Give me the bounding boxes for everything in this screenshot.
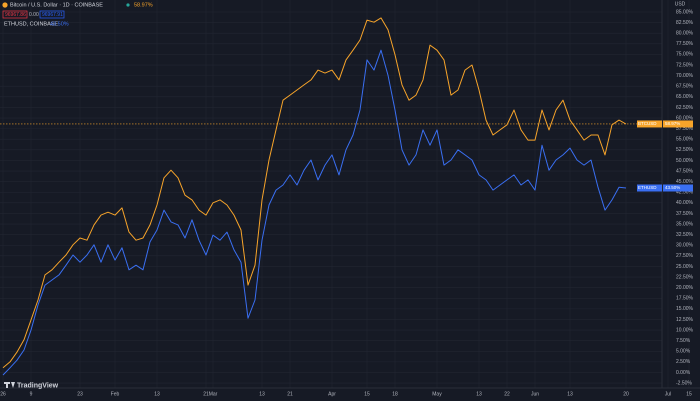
y-tick-label: 82.50%: [676, 20, 694, 26]
y-tick-label: 67.50%: [676, 84, 694, 90]
y-tick-label: 72.50%: [676, 62, 694, 68]
y-tick-label: -2.50%: [676, 380, 692, 386]
x-tick-label: May: [432, 391, 442, 397]
grid: [0, 0, 690, 388]
y-tick-label: 35.00%: [676, 221, 694, 227]
chart-title: Bitcoin / U.S. Dollar · 1D · COINBASE: [10, 2, 103, 8]
price-badge: [637, 184, 662, 192]
x-tick-label: 18: [392, 391, 398, 397]
y-tick-label: 45.00%: [676, 179, 694, 185]
y-tick-label: 7.50%: [676, 338, 691, 344]
x-tick-label: 22: [504, 391, 510, 397]
badge-name: ETHUSD: [638, 185, 657, 190]
y-tick-label: 70.00%: [676, 73, 694, 79]
y-tick-label: 42.50%: [676, 190, 694, 196]
y-tick-label: 65.00%: [676, 94, 694, 100]
value-badge: [663, 184, 693, 192]
plot: [2, 17, 627, 376]
y-tick-label: 2.50%: [676, 359, 691, 365]
y-tick-label: 10.00%: [676, 327, 694, 333]
x-tick-label: 21: [203, 391, 209, 397]
legend-value: 43.50%: [50, 21, 69, 27]
y-tick-label: 52.50%: [676, 147, 694, 153]
status-dot: [126, 3, 130, 7]
buy-box: [39, 10, 65, 19]
y-tick-label: 47.50%: [676, 168, 694, 174]
buy-quote: 96967.91: [42, 12, 63, 18]
series-line: [2, 49, 627, 376]
x-tick-label: 20: [623, 391, 629, 397]
x-tick-label: 13: [154, 391, 160, 397]
y-axis-label: USD: [675, 1, 686, 7]
y-tick-label: 57.50%: [676, 126, 694, 132]
y-tick-label: 77.50%: [676, 41, 694, 47]
price-badge: [637, 120, 662, 128]
symbol-icon: [2, 2, 8, 8]
badge-value: 58.97%: [665, 121, 680, 126]
y-tick-label: 75.00%: [676, 52, 694, 58]
x-tick-label: 13: [259, 391, 265, 397]
y-tick-label: 37.50%: [676, 211, 694, 217]
y-tick-label: 85.00%: [676, 9, 694, 15]
y-tick-label: 30.00%: [676, 243, 694, 249]
logo: [4, 382, 15, 388]
x-tick-label: 9: [30, 391, 33, 397]
y-tick-label: 50.00%: [676, 158, 694, 164]
y-tick-label: 55.00%: [676, 137, 694, 143]
y-tick-label: 32.50%: [676, 232, 694, 238]
x-tick-label: Apr: [328, 391, 336, 397]
y-tick-label: 25.00%: [676, 264, 694, 270]
spread: 0.00: [29, 12, 39, 18]
sell-quote: 96967.86: [5, 12, 26, 18]
y-tick-label: 62.50%: [676, 105, 694, 111]
x-tick-label: 23: [77, 391, 83, 397]
x-tick-label: Jul: [665, 391, 671, 397]
series-line: [2, 17, 627, 369]
x-tick-label: 15: [686, 391, 692, 397]
sell-box: [2, 10, 28, 19]
x-tick-label: 13: [567, 391, 573, 397]
y-tick-label: 5.00%: [676, 349, 691, 355]
x-tick-label: Jun: [531, 391, 539, 397]
brand: TradingView: [17, 382, 59, 389]
x-tick-label: 13: [476, 391, 482, 397]
value-badge: [663, 120, 693, 128]
y-tick-label: 20.00%: [676, 285, 694, 291]
y-tick-label: 12.50%: [676, 317, 694, 323]
y-tick-label: 60.00%: [676, 115, 694, 121]
badge-name: BTCUSD: [638, 121, 657, 126]
y-tick-label: 22.50%: [676, 274, 694, 280]
x-tick-label: 26: [0, 391, 6, 397]
legend-name: ETHUSD, COINBASE: [4, 21, 58, 27]
y-tick-label: 40.00%: [676, 200, 694, 206]
title-value: 58.97%: [134, 2, 153, 8]
y-tick-label: 27.50%: [676, 253, 694, 259]
x-tick-label: 15: [364, 391, 370, 397]
y-tick-label: 17.50%: [676, 296, 694, 302]
y-tick-label: 15.00%: [676, 306, 694, 312]
y-tick-label: 80.00%: [676, 31, 694, 37]
x-tick-label: 21: [287, 391, 293, 397]
x-tick-label: Mar: [209, 391, 218, 397]
badge-value: 43.50%: [665, 185, 680, 190]
y-tick-label: 0.00%: [676, 370, 691, 376]
x-tick-label: Feb: [111, 391, 120, 397]
